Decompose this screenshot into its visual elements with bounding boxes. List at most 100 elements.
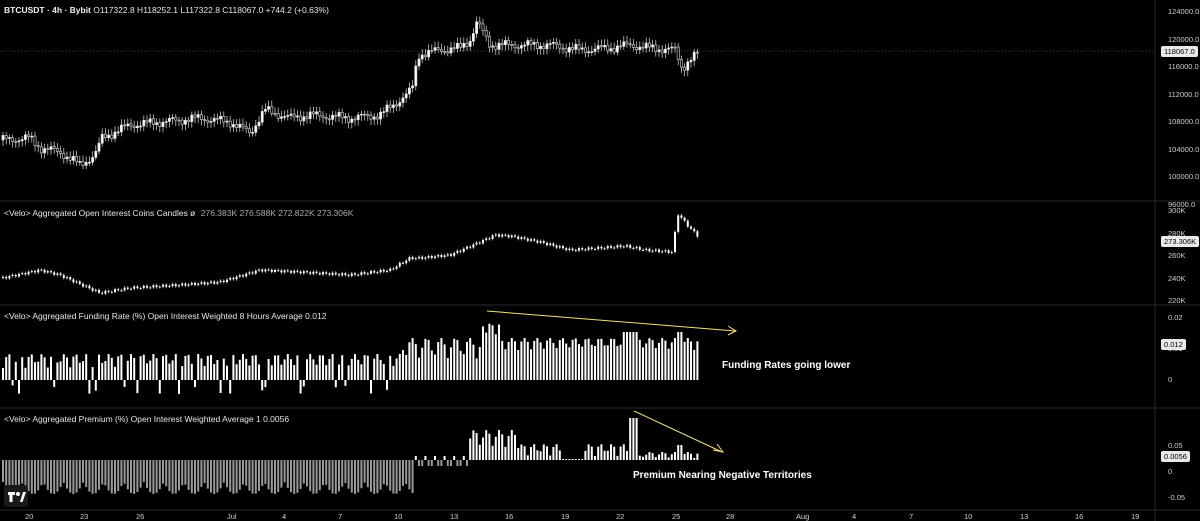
candle-body [580,47,584,50]
funding-bar [696,341,699,380]
candle-body [398,102,402,107]
funding-bar [533,340,536,380]
premium-bar [78,460,81,489]
oi-candle-body [667,250,670,253]
funding-bar [72,356,75,380]
funding-bar [664,340,667,380]
oi-candle-body [325,272,328,274]
oi-candle-body [459,250,462,252]
candle-body [116,131,120,134]
oi-candle-body [104,290,107,294]
funding-bar [34,362,36,380]
candle-body [452,47,456,50]
oi-candle-body [213,281,216,284]
funding-bar [670,342,673,380]
oi-candle-body [62,274,65,278]
premium-bar [40,460,43,486]
time-axis-tick: 16 [1075,512,1084,521]
candle-body [439,49,443,52]
candle-body [27,134,31,138]
premium-bar [645,454,648,460]
candle-body [542,45,546,50]
premium-bar [130,460,132,493]
premium-bar [427,460,430,466]
oi-candle-body [546,242,548,246]
funding-bar [91,367,94,380]
oi-candle-body [677,215,680,232]
candle-body [516,47,520,50]
candle-body [200,114,203,120]
candle-body [539,45,543,50]
funding-bar [18,380,20,394]
candle-body [36,145,40,148]
oi-candle-body [37,269,40,273]
time-axis-tick: 10 [964,512,973,521]
candle-body [222,116,226,123]
funding-bar [568,347,571,380]
premium-bar [274,460,276,494]
oi-candle-body [242,275,244,277]
funding-bar [184,355,187,380]
candle-body [391,104,395,108]
oi-candle-body [629,245,632,248]
candle-body [647,42,651,48]
oi-candle-body [174,284,177,287]
candle-body [363,113,367,116]
funding-bar [651,340,654,380]
candle-body [644,42,648,49]
funding-bar [264,380,267,388]
candle-body [331,114,335,120]
candle-body [295,115,299,118]
oi-candle-body [123,287,126,291]
premium-bar [434,456,436,460]
premium-axis-tick: -0.05 [1168,493,1186,502]
funding-bar [296,355,299,380]
candle-body [417,58,421,67]
funding-bar [85,354,88,380]
funding-bar [379,359,382,380]
candle-body [641,46,645,49]
funding-bar [597,339,600,380]
premium-bar [158,460,161,490]
oi-candle-body [72,279,75,283]
candle-body [276,113,280,119]
premium-bar [85,460,88,488]
candle-body [622,41,626,47]
candle-body [491,45,495,48]
oi-axis-tick: 280K [1168,228,1186,238]
premium-bar [674,452,676,460]
candle-body [171,117,175,119]
premium-bar [178,460,180,491]
candle-body [548,43,552,45]
premium-bar [190,460,193,494]
funding-bar [690,341,692,380]
premium-bar [658,454,660,460]
candle-body [209,121,213,123]
candle-body [577,44,581,50]
oi-candle-body [411,257,414,259]
oi-candle-body [443,255,446,258]
premium-bar [366,460,369,488]
oi-candle-body [59,273,62,275]
premium-bar [606,450,609,460]
candle-body [251,132,255,134]
funding-bar [590,344,593,380]
funding-bar [501,340,504,380]
oi-candle-body [75,281,78,283]
premium-bar [514,435,516,460]
oi-candle-body [421,256,424,259]
premium-bar [213,460,216,494]
candle-body [574,44,578,50]
premium-bar [325,460,328,485]
funding-bar [517,349,520,380]
premium-bar [693,457,696,460]
oi-candle-body [402,262,404,264]
oi-candle-body [254,270,257,274]
funding-bar [325,365,328,380]
oi-candle-body [235,276,238,280]
oi-candle-body [197,283,200,285]
funding-bar [344,380,347,386]
candle-body [487,35,491,48]
funding-bar [440,338,443,380]
